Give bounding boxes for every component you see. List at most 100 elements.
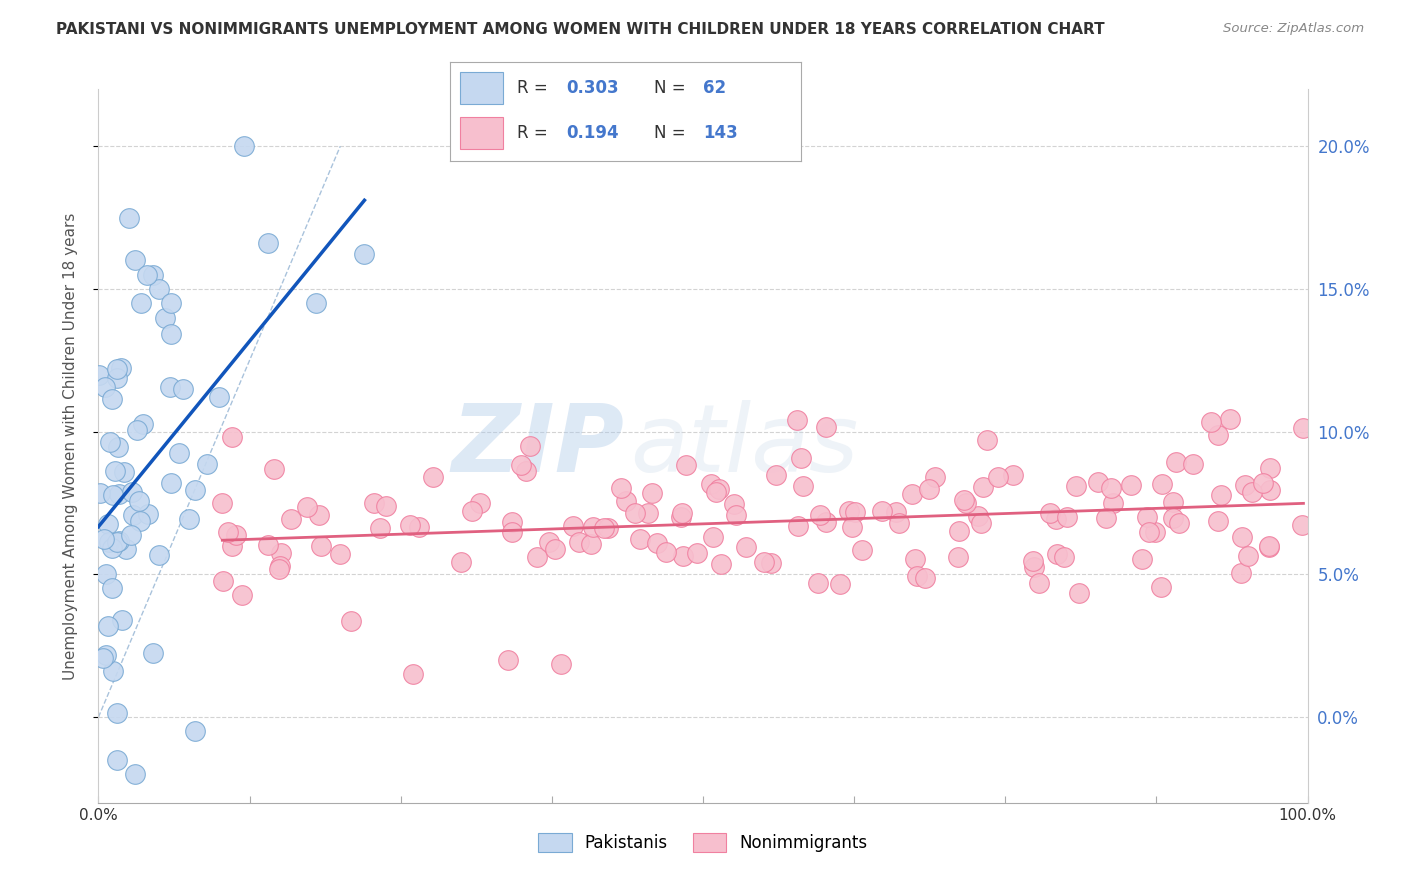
- Point: [422, 470, 444, 484]
- Point: [208, 390, 231, 404]
- Point: [105, 535, 128, 549]
- Point: [1099, 482, 1122, 496]
- Point: [675, 458, 697, 472]
- Text: R =: R =: [517, 79, 553, 97]
- Point: [498, 653, 520, 667]
- Text: 62: 62: [703, 79, 725, 97]
- Point: [470, 496, 492, 510]
- Point: [128, 494, 150, 508]
- Point: [752, 555, 775, 569]
- Point: [1130, 552, 1153, 566]
- Point: [526, 549, 548, 564]
- Point: [105, 362, 128, 376]
- Point: [401, 667, 423, 681]
- Point: [295, 500, 318, 514]
- Point: [671, 506, 693, 520]
- Point: [212, 574, 235, 588]
- Point: [568, 535, 591, 549]
- Point: [94, 566, 117, 581]
- Point: [672, 549, 695, 563]
- Point: [160, 476, 183, 491]
- Point: [901, 487, 924, 501]
- Point: [710, 557, 733, 571]
- Point: [582, 520, 605, 534]
- Point: [101, 392, 124, 406]
- Point: [955, 496, 977, 510]
- Point: [976, 433, 998, 447]
- Point: [1046, 547, 1069, 561]
- Point: [97, 535, 120, 549]
- Point: [184, 724, 207, 739]
- Point: [112, 465, 135, 479]
- Point: [1291, 517, 1313, 532]
- Point: [645, 536, 668, 550]
- Text: 0.194: 0.194: [567, 124, 619, 142]
- Point: [142, 268, 165, 282]
- Point: [614, 493, 637, 508]
- Point: [579, 537, 602, 551]
- Point: [972, 479, 994, 493]
- Point: [765, 468, 787, 483]
- Point: [544, 542, 567, 557]
- Point: [124, 767, 146, 781]
- Point: [105, 753, 128, 767]
- Point: [1199, 415, 1222, 429]
- Point: [280, 512, 302, 526]
- Point: [904, 552, 927, 566]
- Point: [184, 483, 207, 497]
- Point: [159, 380, 181, 394]
- Point: [699, 476, 721, 491]
- Point: [107, 441, 129, 455]
- Point: [596, 521, 619, 535]
- Point: [125, 423, 148, 437]
- Point: [884, 505, 907, 519]
- Point: [734, 540, 756, 554]
- Point: [946, 549, 969, 564]
- Point: [509, 458, 531, 472]
- Point: [967, 509, 990, 524]
- Point: [368, 521, 391, 535]
- Point: [135, 268, 157, 282]
- Point: [1136, 509, 1159, 524]
- Point: [177, 512, 200, 526]
- Point: [1101, 496, 1123, 510]
- Point: [93, 533, 115, 547]
- Point: [1095, 510, 1118, 524]
- Point: [353, 247, 375, 261]
- Point: [153, 310, 176, 325]
- Point: [1164, 454, 1187, 468]
- Point: [641, 485, 664, 500]
- Point: [593, 521, 616, 535]
- Point: [1064, 478, 1087, 492]
- Point: [1258, 483, 1281, 497]
- Point: [105, 706, 128, 721]
- Point: [948, 524, 970, 539]
- Point: [914, 571, 936, 585]
- Point: [136, 507, 159, 521]
- Point: [1161, 510, 1184, 524]
- Point: [1024, 559, 1046, 574]
- Point: [786, 413, 808, 427]
- Point: [970, 516, 993, 530]
- Point: [97, 516, 120, 531]
- Point: [270, 546, 292, 560]
- Point: [221, 539, 243, 553]
- Text: atlas: atlas: [630, 401, 859, 491]
- Point: [1045, 512, 1067, 526]
- Point: [1208, 514, 1230, 528]
- Point: [1137, 524, 1160, 539]
- Point: [501, 525, 523, 540]
- Point: [98, 435, 121, 450]
- Point: [1257, 540, 1279, 554]
- Point: [450, 556, 472, 570]
- Point: [792, 479, 814, 493]
- Point: [1230, 530, 1253, 544]
- Point: [917, 482, 939, 496]
- Point: [101, 541, 124, 555]
- Point: [169, 446, 191, 460]
- Point: [311, 539, 333, 553]
- Point: [953, 493, 976, 508]
- Point: [195, 457, 218, 471]
- Point: [100, 581, 122, 595]
- Point: [807, 575, 830, 590]
